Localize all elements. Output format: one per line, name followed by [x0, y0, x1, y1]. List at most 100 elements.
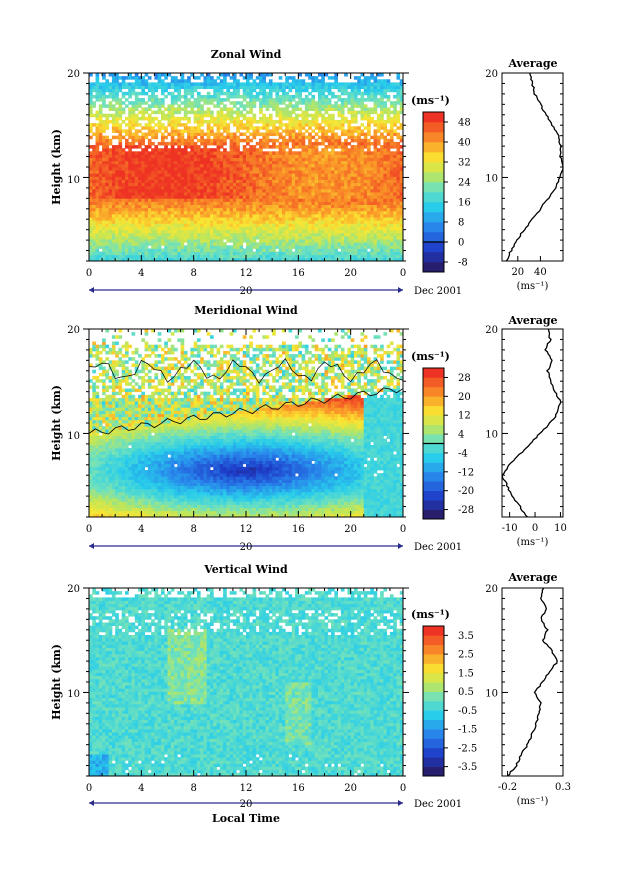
heatmap-cell	[265, 201, 270, 205]
heatmap-cell	[187, 254, 191, 259]
heatmap-cell	[278, 182, 283, 187]
heatmap-cell	[239, 235, 244, 240]
heatmap-cell	[340, 239, 345, 243]
heatmap-cell	[223, 223, 227, 227]
heatmap-cell	[147, 76, 152, 80]
heatmap-cell	[108, 245, 113, 249]
heatmap-cell	[118, 254, 123, 259]
heatmap-cell	[151, 248, 155, 252]
heatmap-cell	[154, 223, 159, 227]
heatmap-cell	[177, 160, 181, 165]
heatmap-cell	[265, 195, 270, 199]
heatmap-cell	[281, 195, 286, 199]
heatmap-cell	[295, 94, 299, 99]
heatmap-cell	[249, 217, 253, 221]
heatmap-cell	[396, 235, 401, 240]
heatmap-cell	[89, 157, 93, 162]
heatmap-cell	[111, 154, 116, 158]
heatmap-cell	[118, 220, 123, 224]
heatmap-cell	[340, 148, 345, 152]
heatmap-cell	[389, 101, 394, 105]
heatmap-cell	[337, 154, 342, 158]
heatmap-cell	[193, 239, 198, 243]
heatmap-cell	[380, 113, 384, 118]
heatmap-cell	[301, 185, 306, 190]
heatmap-cell	[200, 85, 204, 90]
heatmap-cell	[138, 239, 142, 243]
heatmap-cell	[295, 245, 299, 249]
heatmap-cell	[213, 141, 217, 146]
heatmap-cell	[252, 176, 257, 180]
heatmap-cell	[239, 123, 244, 127]
heatmap-cell	[128, 91, 132, 96]
heatmap-cell	[242, 176, 247, 180]
heatmap-cell	[170, 138, 175, 143]
heatmap-cell	[131, 179, 136, 184]
heatmap-cell	[147, 132, 152, 137]
heatmap-cell	[190, 217, 195, 221]
heatmap-cell	[200, 198, 204, 202]
heatmap-cell	[232, 151, 237, 155]
heatmap-cell	[331, 173, 335, 177]
heatmap-cell	[347, 207, 352, 212]
heatmap-cell	[350, 207, 355, 212]
heatmap-cell	[285, 132, 289, 137]
heatmap-cell	[298, 79, 302, 83]
heatmap-cell	[95, 254, 100, 259]
heatmap-cell	[219, 151, 224, 155]
heatmap-cell	[147, 160, 152, 165]
heatmap-cell	[164, 210, 168, 215]
heatmap-cell	[121, 257, 126, 261]
heatmap-cell	[367, 82, 371, 86]
heatmap-cell	[193, 257, 198, 261]
heatmap-cell	[383, 232, 388, 237]
heatmap-cell	[344, 239, 348, 243]
heatmap-cell	[111, 201, 116, 205]
heatmap-cell	[141, 248, 145, 252]
heatmap-cell	[288, 76, 293, 80]
heatmap-cell	[367, 167, 371, 171]
heatmap-cell	[272, 210, 276, 215]
heatmap-cell	[249, 239, 253, 243]
heatmap-cell	[226, 214, 231, 218]
heatmap-cell	[105, 214, 110, 218]
heatmap-cell	[121, 151, 126, 155]
heatmap-cell	[337, 254, 342, 259]
heatmap-cell	[295, 113, 299, 118]
heatmap-cell	[92, 195, 96, 199]
heatmap-cell	[278, 226, 283, 231]
heatmap-cell	[236, 151, 240, 155]
heatmap-cell	[203, 239, 208, 243]
heatmap-cell	[232, 182, 237, 187]
heatmap-cell	[331, 123, 335, 127]
heatmap-cell	[376, 138, 381, 143]
heatmap-cell	[285, 188, 289, 193]
heatmap-cell	[180, 214, 185, 218]
heatmap-cell	[190, 173, 195, 177]
heatmap-cell	[128, 248, 132, 252]
heatmap-cell	[340, 98, 345, 102]
heatmap-cell	[92, 160, 96, 165]
heatmap-cell	[334, 163, 338, 168]
heatmap-cell	[246, 248, 250, 252]
heatmap-cell	[111, 245, 116, 249]
heatmap-cell	[272, 98, 276, 102]
heatmap-cell	[95, 207, 100, 212]
heatmap-cell	[347, 248, 352, 252]
heatmap-cell	[304, 110, 309, 115]
heatmap-cell	[370, 157, 374, 162]
heatmap-cell	[370, 214, 374, 218]
heatmap-cell	[357, 76, 361, 80]
heatmap-cell	[278, 223, 283, 227]
heatmap-cell	[360, 204, 365, 209]
heatmap-cell	[324, 148, 329, 152]
heatmap-cell	[281, 245, 286, 249]
heatmap-cell	[213, 179, 217, 184]
heatmap-cell	[206, 73, 211, 77]
heatmap-cell	[259, 82, 263, 86]
heatmap-cell	[370, 223, 374, 227]
heatmap-cell	[128, 223, 132, 227]
heatmap-cell	[147, 207, 152, 212]
heatmap-cell	[200, 141, 204, 146]
heatmap-cell	[285, 163, 289, 168]
